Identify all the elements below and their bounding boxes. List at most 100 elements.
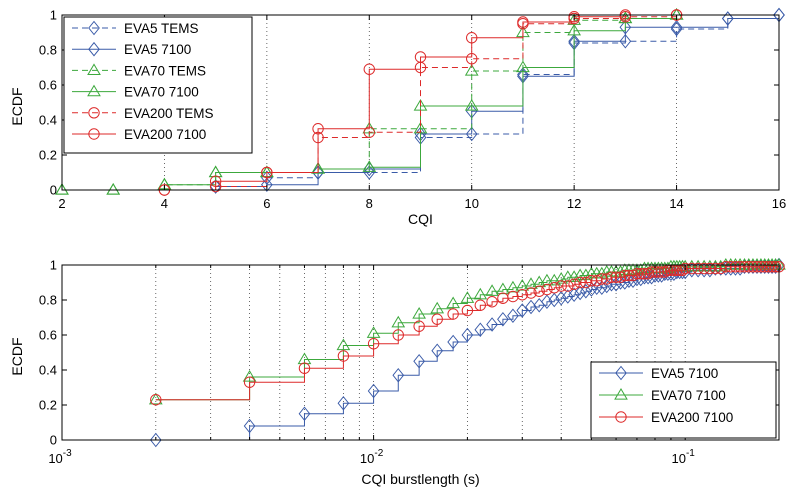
series-line [164,14,779,191]
data-point [209,175,222,187]
data-point [751,261,763,273]
data-point [464,99,479,111]
data-point [474,322,487,338]
data-point [516,60,530,73]
data-point [447,334,459,350]
data-point [567,270,581,282]
data-point [496,282,510,295]
data-point [755,261,767,273]
series-line [62,14,779,191]
data-point [150,394,162,406]
data-point [149,432,162,448]
legend-marker [615,411,627,423]
y-tick-label: 0 [50,433,57,448]
data-point [446,296,460,309]
y-tick-label: 0.8 [39,293,57,308]
x-tick-label: 8 [366,196,373,211]
data-point [55,183,69,195]
data-point [312,123,324,135]
legend: EVA5 7100 EVA70 7100 EVA200 7100 [590,361,777,439]
data-point [367,383,380,399]
data-point [261,166,273,179]
data-point [243,376,256,388]
data-point [679,262,691,275]
legend-entry: EVA5 TEMS [72,20,199,36]
legend-entry: EVA70 7100 [599,388,726,403]
data-point [635,268,647,280]
data-point [642,269,654,285]
data-point [541,294,553,310]
data-point [562,280,574,292]
legend-box [63,16,253,154]
data-point [312,165,324,180]
data-point [363,63,375,75]
y-tick-label: 0 [50,183,57,198]
legend-label: EVA5 7100 [651,366,718,381]
data-point [486,296,498,308]
data-point [486,317,498,332]
y-tick-label: 0.8 [39,43,57,58]
data-point [106,183,121,195]
data-point [464,64,479,76]
data-point [515,279,530,291]
data-point [686,262,698,275]
x-tick-label: 6 [263,196,270,211]
data-point [655,266,668,278]
data-point [507,308,519,324]
data-point [561,289,574,304]
data-point [391,315,406,328]
legend-marker [88,107,100,119]
data-point [516,303,529,318]
data-point [473,287,488,300]
y-ticks: 0 0.2 0.4 0.6 0.8 1 [39,258,779,448]
data-point [367,338,380,350]
data-point [497,311,509,327]
legend-label: EVA70 7100 [651,388,726,403]
legend-label: EVA200 7100 [651,410,733,425]
legend-entry: EVA200 TEMS [72,106,214,121]
data-point [413,320,425,332]
data-point [747,261,759,273]
legend-entry: EVA70 7100 [72,85,199,100]
legend-label: EVA5 TEMS [124,21,199,36]
data-point [337,350,350,362]
data-point [601,273,613,285]
axes-frame [61,14,780,191]
data-point [412,307,426,319]
data-point [743,261,755,273]
x-tick-label: 16 [772,196,786,211]
data-point [540,273,554,286]
data-point [725,261,737,273]
data-point [652,268,665,283]
data-point [414,51,427,63]
x-tick-label: 12 [567,196,581,211]
series-line [155,266,779,401]
data-point [461,304,474,317]
data-point [605,271,618,283]
data-point [298,362,311,374]
data-point [659,266,671,278]
data-point [208,165,223,178]
legend-marker [614,388,628,400]
legend-label: EVA200 TEMS [124,106,214,121]
data-point [148,392,163,405]
data-point [619,33,632,49]
data-point [729,261,742,273]
data-point [698,262,710,275]
series-eva70-7100 [55,8,779,195]
data-point [734,261,746,273]
data-point [548,282,560,294]
data-point [580,283,592,299]
axes-frame [61,264,780,441]
data-point [713,259,728,272]
data-point [721,11,734,26]
data-point [555,280,567,292]
data-point [613,265,628,277]
data-point [568,287,580,303]
x-tick-label: 10 [464,196,478,211]
x-tick-label: 10-1 [672,448,696,466]
y-tick-label: 0.6 [39,328,57,343]
legend-label: EVA70 TEMS [124,63,206,78]
series-eva200-7100 [150,261,785,406]
